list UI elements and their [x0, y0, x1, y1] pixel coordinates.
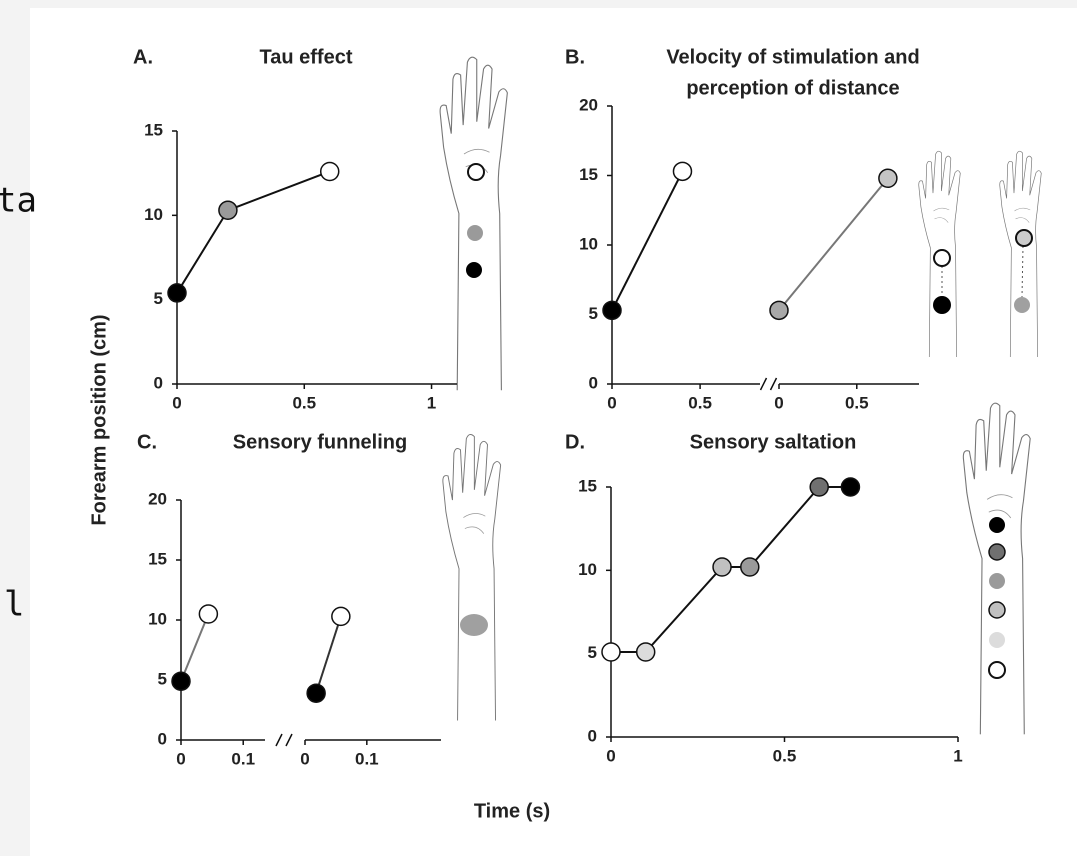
x-tick-label: 0	[607, 393, 616, 412]
panel-title: Sensory funneling	[233, 431, 407, 453]
axis-break	[275, 733, 293, 747]
x-tick-label: 0.5	[688, 393, 712, 412]
y-tick-label: 0	[154, 373, 163, 392]
y-tick-label: 5	[588, 643, 597, 662]
figure-background	[30, 8, 1077, 856]
hand-dot	[467, 225, 483, 241]
y-tick-label: 5	[158, 669, 167, 688]
panel-title: Velocity of stimulation and	[666, 46, 919, 68]
panel-letter: C.	[137, 431, 157, 453]
y-tick-label: 20	[579, 95, 598, 114]
hand-dot	[933, 249, 951, 267]
x-tick-label: 0.5	[845, 393, 869, 412]
hand-dot	[989, 517, 1005, 533]
hand-dot	[1015, 229, 1033, 247]
x-tick-label: 1	[427, 393, 436, 412]
panel-letter: A.	[133, 46, 153, 68]
y-tick-label: 15	[144, 120, 163, 139]
data-point	[319, 161, 340, 182]
x-tick-label: 0.1	[231, 749, 255, 768]
hand-dot	[988, 543, 1006, 561]
hand-dot	[460, 614, 488, 636]
data-point	[198, 604, 219, 624]
panel-title: perception of distance	[686, 77, 899, 99]
data-point	[602, 300, 622, 321]
y-tick-label: 20	[148, 489, 167, 508]
axis-break	[759, 377, 778, 391]
hand-dot	[988, 601, 1006, 619]
data-point	[809, 477, 829, 497]
x-tick-label: 1	[953, 746, 962, 765]
data-point	[878, 168, 898, 189]
hand-connector	[1021, 245, 1024, 298]
hand-dot	[989, 573, 1005, 589]
hand-dot	[933, 296, 951, 314]
x-tick-label: 0.1	[355, 749, 379, 768]
x-tick-label: 0	[176, 749, 185, 768]
data-point	[635, 642, 656, 662]
y-tick-label: 15	[579, 165, 598, 184]
panel-letter: B.	[565, 46, 585, 68]
hand-dot	[988, 661, 1006, 679]
x-axis-label: Time (s)	[474, 800, 550, 822]
x-tick-label: 0	[300, 749, 309, 768]
y-tick-label: 0	[158, 729, 167, 748]
y-tick-label: 10	[148, 609, 167, 628]
x-tick-label: 0.5	[292, 393, 316, 412]
data-point	[712, 557, 732, 577]
data-point	[331, 606, 351, 627]
data-point	[840, 477, 861, 497]
x-tick-label: 0.5	[773, 746, 797, 765]
x-tick-label: 0	[606, 746, 615, 765]
y-tick-label: 15	[148, 549, 167, 568]
hand-dot	[466, 262, 482, 278]
series-line	[315, 616, 342, 694]
y-axis-label: Forearm position (cm)	[88, 314, 110, 525]
y-tick-label: 10	[579, 234, 598, 253]
series-line	[180, 613, 210, 682]
background-fragment: l	[4, 585, 24, 625]
background-fragment: ta	[0, 181, 37, 221]
hand-dot	[467, 163, 485, 181]
y-tick-label: 5	[589, 304, 598, 323]
data-point	[769, 300, 789, 321]
data-point	[171, 671, 191, 691]
series-line	[611, 170, 684, 311]
y-tick-label: 5	[154, 289, 163, 308]
data-point	[740, 557, 760, 577]
hand-dot	[989, 632, 1005, 648]
y-tick-label: 0	[588, 726, 597, 745]
y-tick-label: 0	[589, 373, 598, 392]
panel-title: Tau effect	[260, 46, 353, 68]
x-tick-label: 0	[172, 393, 181, 412]
hand-dot	[1014, 297, 1030, 313]
panel-title: Sensory saltation	[690, 431, 857, 453]
data-point	[601, 642, 621, 662]
data-point	[672, 161, 693, 182]
data-point	[218, 200, 238, 221]
x-tick-label: 0	[774, 393, 783, 412]
y-tick-label: 15	[578, 476, 597, 495]
data-point	[167, 283, 187, 303]
data-point	[306, 683, 326, 703]
y-tick-label: 10	[578, 560, 597, 579]
y-tick-label: 10	[144, 205, 163, 224]
panel-letter: D.	[565, 431, 585, 453]
series-line	[778, 177, 889, 311]
